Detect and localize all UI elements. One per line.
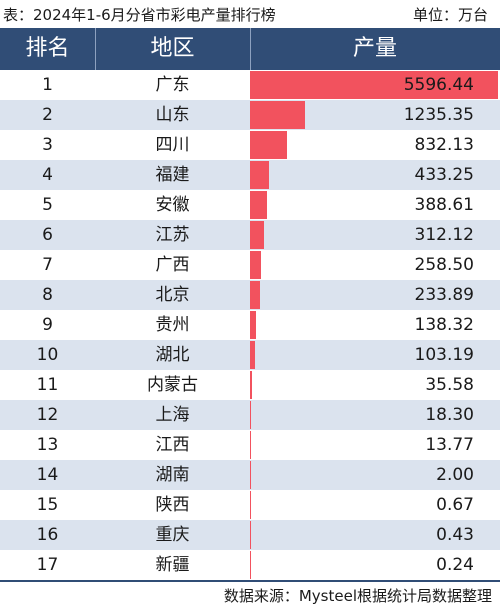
region-cell: 重庆 <box>155 525 190 545</box>
region-cell: 湖北 <box>155 345 190 365</box>
production-bar <box>250 521 251 549</box>
rank-cell: 11 <box>36 375 59 395</box>
rank-cell: 17 <box>36 555 59 575</box>
region-cell: 安徽 <box>155 195 190 215</box>
production-bar <box>250 431 251 459</box>
production-value: 0.67 <box>436 495 474 515</box>
production-bar <box>250 491 251 519</box>
rank-cell: 3 <box>42 135 53 155</box>
header-rank: 排名 <box>25 36 70 61</box>
rank-cell: 2 <box>42 105 53 125</box>
table-row: 4 福建 433.25 <box>0 160 500 190</box>
region-cell: 内蒙古 <box>147 375 198 395</box>
table-row: 11 内蒙古 35.58 <box>0 370 500 400</box>
rank-cell: 9 <box>42 315 53 335</box>
rank-cell: 16 <box>36 525 59 545</box>
region-cell: 北京 <box>155 285 190 305</box>
production-value: 832.13 <box>414 135 474 155</box>
rank-cell: 6 <box>42 225 53 245</box>
production-value: 258.50 <box>414 255 474 275</box>
production-bar <box>250 461 251 489</box>
production-value: 35.58 <box>425 375 474 395</box>
region-cell: 山东 <box>155 105 190 125</box>
production-value: 433.25 <box>414 165 474 185</box>
header-divider <box>95 28 96 70</box>
production-bar <box>250 101 305 129</box>
table-row: 6 江苏 312.12 <box>0 220 500 250</box>
production-bar <box>250 71 498 99</box>
header-production: 产量 <box>352 36 397 61</box>
rank-cell: 4 <box>42 165 53 185</box>
table-bottom-rule <box>0 580 500 582</box>
region-cell: 福建 <box>155 165 190 185</box>
table-row: 14 湖南 2.00 <box>0 460 500 490</box>
header-divider <box>250 28 251 70</box>
rank-cell: 10 <box>36 345 59 365</box>
region-cell: 四川 <box>155 135 190 155</box>
region-cell: 湖南 <box>155 465 190 485</box>
table-row: 3 四川 832.13 <box>0 130 500 160</box>
table-row: 8 北京 233.89 <box>0 280 500 310</box>
table-header: 排名 地区 产量 <box>0 28 500 70</box>
table-caption: 表：2024年1-6月分省市彩电产量排行榜 <box>3 6 276 24</box>
production-bar <box>250 371 252 399</box>
production-value: 388.61 <box>414 195 474 215</box>
table-row: 2 山东 1235.35 <box>0 100 500 130</box>
production-bar <box>250 311 257 339</box>
table-row: 16 重庆 0.43 <box>0 520 500 550</box>
table-row: 5 安徽 388.61 <box>0 190 500 220</box>
title-bar: 表：2024年1-6月分省市彩电产量排行榜 单位：万台 <box>0 0 500 28</box>
table-row: 10 湖北 103.19 <box>0 340 500 370</box>
production-value: 2.00 <box>436 465 474 485</box>
table-row: 17 新疆 0.24 <box>0 550 500 580</box>
data-source-note: 数据来源：Mysteel根据统计局数据整理 <box>223 587 492 605</box>
table-row: 15 陕西 0.67 <box>0 490 500 520</box>
rank-cell: 1 <box>42 75 53 95</box>
unit-label: 单位：万台 <box>412 6 488 24</box>
region-cell: 江苏 <box>155 225 190 245</box>
production-value: 233.89 <box>414 285 474 305</box>
production-bar <box>250 161 270 189</box>
production-value: 312.12 <box>414 225 474 245</box>
production-bar <box>250 341 255 369</box>
rank-cell: 7 <box>42 255 53 275</box>
table-row: 12 上海 18.30 <box>0 400 500 430</box>
rank-cell: 5 <box>42 195 53 215</box>
region-cell: 新疆 <box>155 555 190 575</box>
production-value: 5596.44 <box>403 75 474 95</box>
production-value: 0.43 <box>436 525 474 545</box>
header-region: 地区 <box>150 36 195 61</box>
region-cell: 广西 <box>155 255 190 275</box>
production-bar <box>250 221 264 249</box>
production-value: 18.30 <box>425 405 474 425</box>
production-value: 103.19 <box>414 345 474 365</box>
rank-cell: 14 <box>36 465 59 485</box>
rank-cell: 8 <box>42 285 53 305</box>
table-row: 1 广东 5596.44 <box>0 70 500 100</box>
production-bar <box>250 401 251 429</box>
region-cell: 江西 <box>155 435 190 455</box>
production-bar <box>250 251 262 279</box>
region-cell: 广东 <box>155 75 190 95</box>
production-bar <box>250 131 287 159</box>
table-row: 9 贵州 138.32 <box>0 310 500 340</box>
region-cell: 贵州 <box>155 315 190 335</box>
table-body: 1 广东 5596.44 2 山东 1235.35 3 四川 832.13 4 福建 433.25 5 安… <box>0 70 500 580</box>
region-cell: 陕西 <box>155 495 190 515</box>
rank-cell: 13 <box>36 435 59 455</box>
rank-cell: 15 <box>36 495 59 515</box>
production-value: 13.77 <box>425 435 474 455</box>
rank-cell: 12 <box>36 405 59 425</box>
production-bar <box>250 191 268 219</box>
region-cell: 上海 <box>155 405 190 425</box>
production-bar <box>250 551 251 579</box>
production-bar <box>250 281 261 309</box>
table-row: 13 江西 13.77 <box>0 430 500 460</box>
table-row: 7 广西 258.50 <box>0 250 500 280</box>
production-value: 138.32 <box>414 315 474 335</box>
production-value: 1235.35 <box>403 105 474 125</box>
production-value: 0.24 <box>436 555 474 575</box>
